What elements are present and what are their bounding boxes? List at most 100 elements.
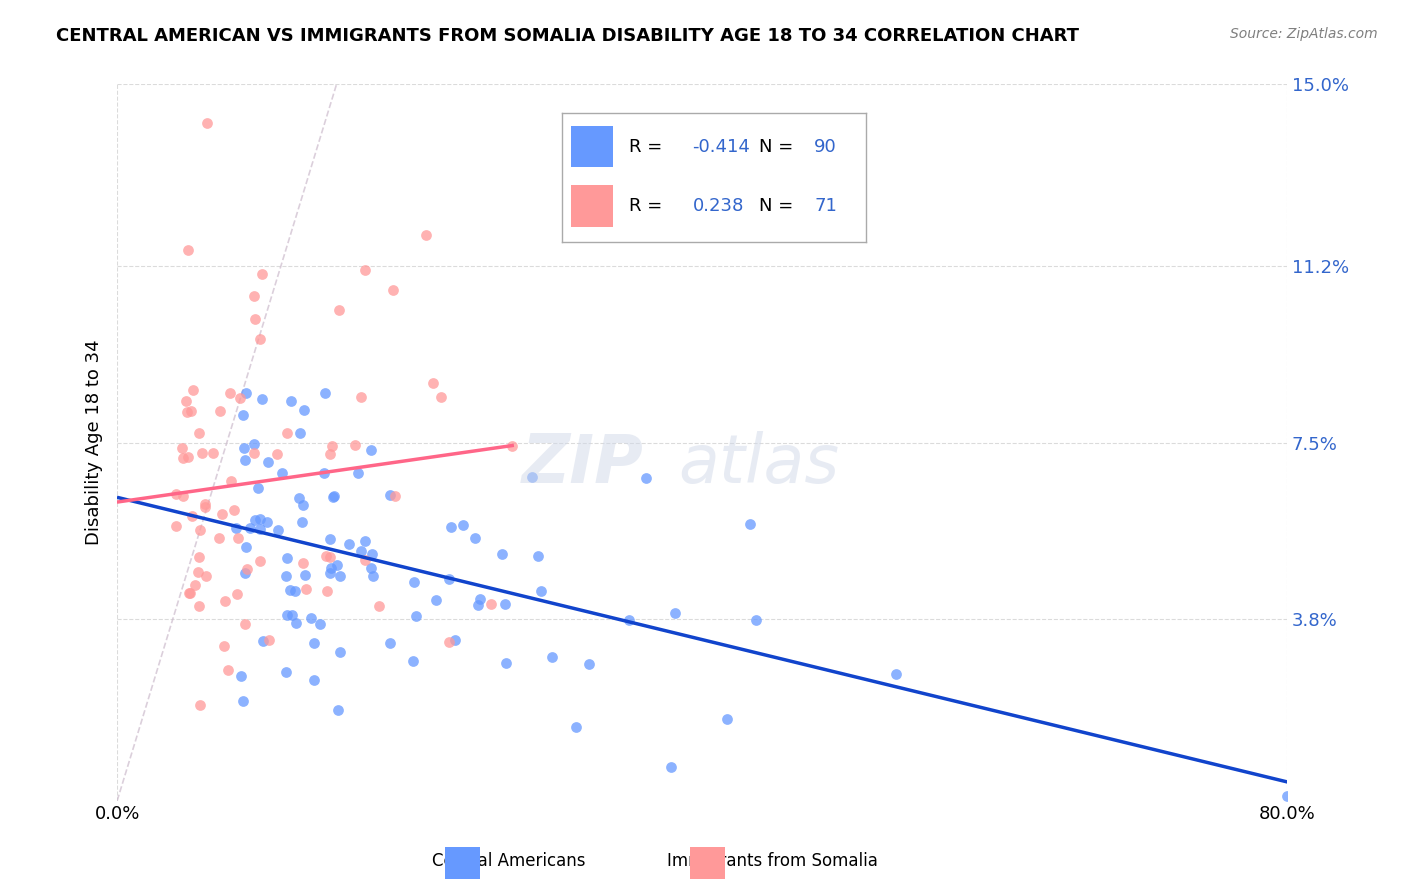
Point	[361, 569, 384, 583]
Point	[347, 466, 370, 480]
Point	[256, 515, 278, 529]
Point	[384, 489, 406, 503]
Point	[443, 633, 465, 648]
Point	[378, 636, 401, 650]
Point	[266, 447, 288, 461]
Point	[276, 569, 298, 583]
Point	[380, 488, 402, 502]
Point	[184, 577, 207, 591]
Point	[172, 451, 194, 466]
Point	[422, 376, 444, 391]
Point	[308, 617, 330, 632]
Point	[312, 466, 335, 480]
Point	[276, 551, 298, 566]
Point	[188, 698, 211, 713]
Point	[232, 693, 254, 707]
Point	[326, 558, 349, 573]
Point	[194, 500, 217, 515]
Point	[214, 594, 236, 608]
Point	[250, 267, 273, 281]
Point	[177, 586, 200, 600]
Point	[233, 617, 256, 632]
Point	[527, 549, 550, 563]
Point	[208, 531, 231, 545]
Point	[302, 673, 325, 688]
Point	[225, 521, 247, 535]
Point	[361, 547, 384, 561]
Point	[565, 720, 588, 734]
Point	[288, 491, 311, 505]
Point	[212, 640, 235, 654]
Point	[235, 540, 257, 554]
Point	[257, 455, 280, 469]
Point	[291, 515, 314, 529]
Point	[247, 481, 270, 495]
Point	[319, 550, 342, 565]
Point	[328, 303, 350, 318]
Text: Source: ZipAtlas.com: Source: ZipAtlas.com	[1230, 27, 1378, 41]
Point	[194, 497, 217, 511]
Point	[886, 666, 908, 681]
Point	[170, 441, 193, 455]
Point	[229, 669, 252, 683]
Point	[319, 447, 342, 461]
Point	[249, 332, 271, 346]
Point	[257, 633, 280, 648]
Text: Central Americans: Central Americans	[432, 853, 586, 871]
Point	[437, 635, 460, 649]
Point	[188, 426, 211, 441]
Point	[636, 471, 658, 485]
Point	[314, 385, 336, 400]
Point	[284, 584, 307, 599]
Point	[329, 569, 352, 583]
Point	[354, 534, 377, 549]
Point	[243, 513, 266, 527]
Y-axis label: Disability Age 18 to 34: Disability Age 18 to 34	[86, 340, 103, 545]
Point	[501, 439, 523, 453]
Point	[219, 474, 242, 488]
Point	[222, 502, 245, 516]
Point	[382, 283, 405, 297]
Point	[404, 574, 426, 589]
Point	[520, 469, 543, 483]
Point	[304, 636, 326, 650]
Point	[249, 512, 271, 526]
Point	[319, 532, 342, 546]
Point	[236, 562, 259, 576]
Point	[321, 439, 343, 453]
Point	[329, 645, 352, 659]
Point	[353, 553, 375, 567]
Point	[276, 425, 298, 440]
Point	[233, 452, 256, 467]
Point	[415, 228, 437, 243]
Point	[219, 386, 242, 401]
Point	[664, 606, 686, 620]
Point	[323, 489, 346, 503]
Point	[430, 390, 453, 404]
Point	[316, 583, 339, 598]
Point	[716, 713, 738, 727]
Point	[405, 608, 427, 623]
Point	[368, 599, 391, 613]
Point	[165, 519, 187, 533]
Point	[217, 663, 239, 677]
Point	[467, 598, 489, 612]
Point	[745, 613, 768, 627]
Point	[578, 657, 600, 671]
Point	[249, 553, 271, 567]
Point	[292, 402, 315, 417]
Point	[187, 599, 209, 613]
Point	[319, 561, 342, 575]
Point	[343, 438, 366, 452]
Point	[295, 582, 318, 596]
Text: atlas: atlas	[679, 431, 839, 497]
Point	[177, 450, 200, 464]
Point	[453, 517, 475, 532]
Point	[402, 654, 425, 668]
Point	[617, 614, 640, 628]
Point	[172, 490, 194, 504]
Point	[176, 405, 198, 419]
Point	[274, 665, 297, 679]
Point	[491, 547, 513, 561]
Point	[232, 409, 254, 423]
